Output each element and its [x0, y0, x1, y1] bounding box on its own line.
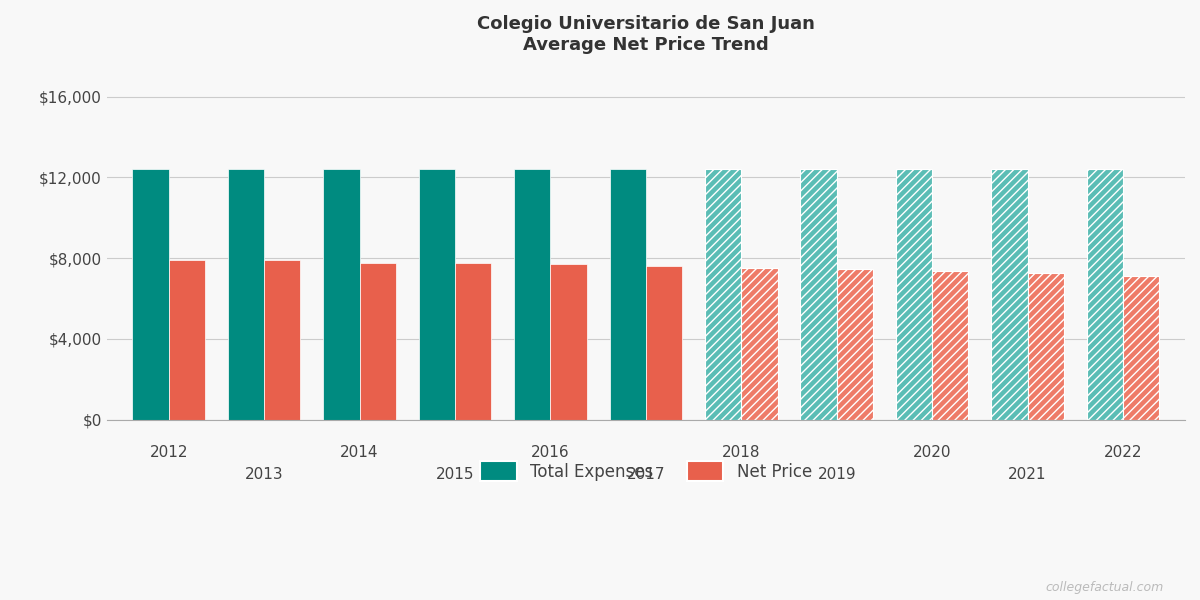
Text: 2017: 2017: [626, 467, 665, 482]
Bar: [932, 271, 968, 419]
Text: 2021: 2021: [1008, 467, 1046, 482]
Text: 2013: 2013: [245, 467, 283, 482]
Text: 2022: 2022: [1104, 445, 1142, 460]
Text: 2015: 2015: [436, 467, 474, 482]
Text: 2020: 2020: [913, 445, 952, 460]
Bar: [323, 169, 360, 419]
Bar: [551, 264, 587, 419]
Bar: [896, 169, 932, 419]
Title: Colegio Universitario de San Juan
Average Net Price Trend: Colegio Universitario de San Juan Averag…: [476, 15, 815, 54]
Bar: [419, 169, 455, 419]
Bar: [228, 169, 264, 419]
Bar: [991, 169, 1027, 419]
Bar: [455, 263, 491, 419]
Bar: [836, 269, 872, 419]
Bar: [742, 268, 778, 419]
Bar: [1087, 169, 1123, 419]
Bar: [514, 169, 551, 419]
Bar: [706, 169, 742, 419]
Bar: [646, 266, 682, 419]
Bar: [1027, 274, 1064, 419]
Bar: [132, 169, 169, 419]
Text: 2012: 2012: [150, 445, 188, 460]
Bar: [1123, 277, 1159, 419]
Text: 2016: 2016: [532, 445, 570, 460]
Text: 2019: 2019: [817, 467, 856, 482]
Bar: [800, 169, 836, 419]
Bar: [610, 169, 646, 419]
Bar: [360, 263, 396, 419]
Text: collegefactual.com: collegefactual.com: [1045, 581, 1164, 594]
Bar: [169, 260, 205, 419]
Bar: [264, 260, 300, 419]
Text: 2014: 2014: [341, 445, 379, 460]
Text: 2018: 2018: [722, 445, 761, 460]
Legend: Total Expenses, Net Price: Total Expenses, Net Price: [472, 453, 820, 489]
